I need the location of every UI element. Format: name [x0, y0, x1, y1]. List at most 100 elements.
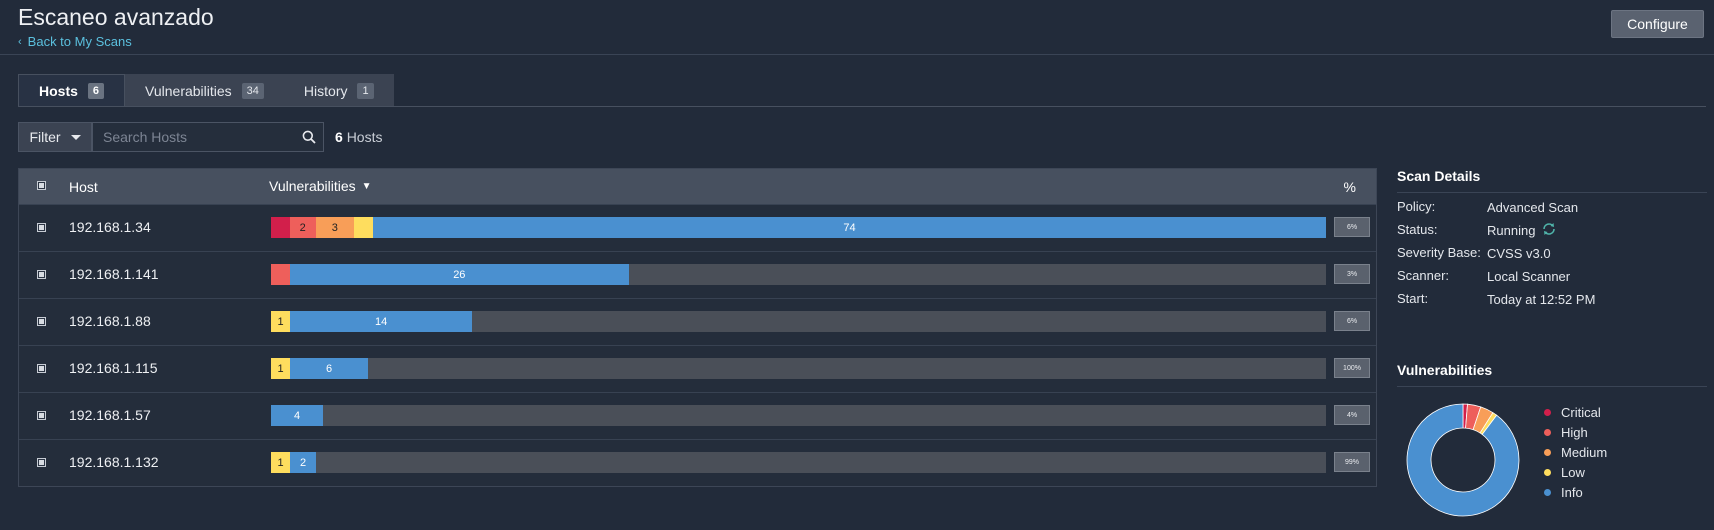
- tab-vulnerabilities[interactable]: Vulnerabilities 34: [125, 74, 284, 107]
- detail-value: Running: [1487, 223, 1536, 238]
- search-hosts-input[interactable]: [93, 129, 294, 145]
- filter-button[interactable]: Filter: [18, 122, 92, 152]
- legend-item-critical[interactable]: Critical: [1544, 402, 1607, 422]
- detail-severity-base: Severity Base: CVSS v3.0: [1397, 245, 1707, 262]
- refresh-icon: [1541, 221, 1557, 240]
- percent-badge: 3%: [1334, 264, 1370, 284]
- segment-critical[interactable]: [271, 217, 290, 238]
- detail-status: Status: Running: [1397, 222, 1707, 239]
- tab-vulnerabilities-count: 34: [241, 82, 264, 99]
- segment-high[interactable]: [271, 264, 290, 285]
- host-ip[interactable]: 192.168.1.141: [69, 266, 159, 282]
- segment-high[interactable]: 2: [289, 217, 316, 238]
- segment-low[interactable]: 1: [271, 311, 290, 332]
- percent-badge: 99%: [1334, 452, 1370, 472]
- donut-slice-info[interactable]: [1406, 403, 1520, 517]
- tab-hosts-label: Hosts: [39, 83, 78, 99]
- row-checkbox[interactable]: [37, 223, 46, 232]
- scan-details-panel: Scan Details Policy: Advanced Scan Statu…: [1397, 168, 1707, 308]
- host-ip[interactable]: 192.168.1.34: [69, 219, 151, 235]
- row-checkbox[interactable]: [37, 458, 46, 467]
- legend-label: High: [1561, 424, 1588, 440]
- detail-label: Start:: [1397, 291, 1429, 306]
- detail-value: Today at 12:52 PM: [1487, 292, 1596, 307]
- table-row[interactable]: 192.168.1.57 4 4%: [19, 392, 1376, 439]
- detail-scanner: Scanner: Local Scanner: [1397, 268, 1707, 285]
- tab-vulnerabilities-label: Vulnerabilities: [145, 82, 232, 99]
- segment-info[interactable]: 14: [290, 311, 473, 332]
- host-ip[interactable]: 192.168.1.115: [69, 360, 158, 376]
- tab-history-count: 1: [357, 82, 374, 99]
- detail-label: Policy:: [1397, 199, 1436, 214]
- vulnerability-bar[interactable]: 2 3 74: [271, 217, 1326, 238]
- detail-value: CVSS v3.0: [1487, 246, 1551, 261]
- legend-dot: [1544, 408, 1551, 416]
- scan-details-title: Scan Details: [1397, 168, 1707, 193]
- segment-low[interactable]: 1: [271, 358, 290, 379]
- vulnerability-bar[interactable]: 1 14: [271, 311, 1326, 332]
- vulnerability-bar[interactable]: 4: [271, 405, 1326, 426]
- back-link-label: Back to My Scans: [27, 34, 132, 49]
- detail-value: Local Scanner: [1487, 269, 1571, 284]
- segment-info[interactable]: 6: [290, 358, 369, 379]
- table-header: Host Vulnerabilities ▼ %: [19, 169, 1376, 204]
- segment-info[interactable]: 74: [372, 217, 1326, 238]
- select-all-checkbox[interactable]: [37, 181, 46, 190]
- filter-label: Filter: [29, 129, 61, 145]
- host-ip[interactable]: 192.168.1.88: [69, 313, 151, 329]
- segment-low[interactable]: 1: [271, 452, 290, 473]
- vulnerabilities-legend: Critical High Medium Low Info: [1544, 402, 1607, 502]
- vulnerabilities-summary-title: Vulnerabilities: [1397, 362, 1707, 387]
- chevron-left-icon: ‹: [18, 35, 22, 48]
- legend-label: Medium: [1561, 444, 1608, 460]
- detail-value: Advanced Scan: [1487, 200, 1579, 215]
- search-icon[interactable]: [294, 130, 323, 144]
- segment-info[interactable]: 2: [290, 452, 317, 473]
- search-box: [92, 122, 324, 152]
- detail-label: Status:: [1397, 222, 1438, 237]
- row-checkbox[interactable]: [37, 411, 46, 420]
- segment-info[interactable]: 26: [290, 264, 629, 285]
- table-row[interactable]: 192.168.1.132 1 2 99%: [19, 439, 1376, 486]
- legend-label: Info: [1561, 484, 1583, 500]
- hosts-table: Host Vulnerabilities ▼ % 192.168.1.34 2 3 7…: [18, 168, 1377, 487]
- table-row[interactable]: 192.168.1.115 1 6 100%: [19, 345, 1376, 392]
- segment-low[interactable]: [354, 217, 373, 238]
- tab-history[interactable]: History 1: [283, 74, 394, 107]
- host-count-number: 6: [335, 129, 343, 145]
- row-checkbox[interactable]: [37, 270, 46, 279]
- page-title: Escaneo avanzado: [18, 4, 214, 30]
- column-header-host[interactable]: Host: [69, 179, 98, 195]
- vulnerability-bar[interactable]: 26: [271, 264, 1326, 285]
- sort-desc-icon: ▼: [361, 180, 372, 192]
- column-header-vulnerabilities-label: Vulnerabilities: [269, 178, 356, 194]
- legend-item-low[interactable]: Low: [1544, 462, 1607, 482]
- host-ip[interactable]: 192.168.1.132: [69, 454, 159, 470]
- column-header-vulnerabilities[interactable]: Vulnerabilities ▼: [269, 178, 372, 194]
- row-checkbox[interactable]: [37, 364, 46, 373]
- legend-item-high[interactable]: High: [1544, 422, 1607, 442]
- legend-dot: [1544, 428, 1551, 436]
- percent-badge: 6%: [1334, 311, 1370, 331]
- legend-dot: [1544, 448, 1551, 456]
- vulnerabilities-donut-chart[interactable]: [1401, 398, 1525, 522]
- back-to-scans-link[interactable]: ‹ Back to My Scans: [18, 34, 132, 49]
- percent-badge: 100%: [1334, 358, 1370, 378]
- segment-medium[interactable]: 3: [315, 217, 355, 238]
- host-ip[interactable]: 192.168.1.57: [69, 407, 151, 423]
- segment-info[interactable]: 4: [271, 405, 324, 426]
- tab-history-label: History: [303, 82, 348, 99]
- legend-item-info[interactable]: Info: [1544, 482, 1607, 502]
- tab-hosts[interactable]: Hosts 6: [18, 74, 126, 107]
- row-checkbox[interactable]: [37, 317, 46, 326]
- configure-button[interactable]: Configure: [1611, 10, 1704, 38]
- column-header-percent[interactable]: %: [1343, 179, 1356, 195]
- table-row[interactable]: 192.168.1.88 1 14 6%: [19, 298, 1376, 345]
- legend-item-medium[interactable]: Medium: [1544, 442, 1607, 462]
- host-count: 6 Hosts: [335, 129, 382, 145]
- header-divider: [0, 54, 1714, 55]
- table-row[interactable]: 192.168.1.34 2 3 74 6%: [19, 204, 1376, 251]
- table-row[interactable]: 192.168.1.141 26 3%: [19, 251, 1376, 298]
